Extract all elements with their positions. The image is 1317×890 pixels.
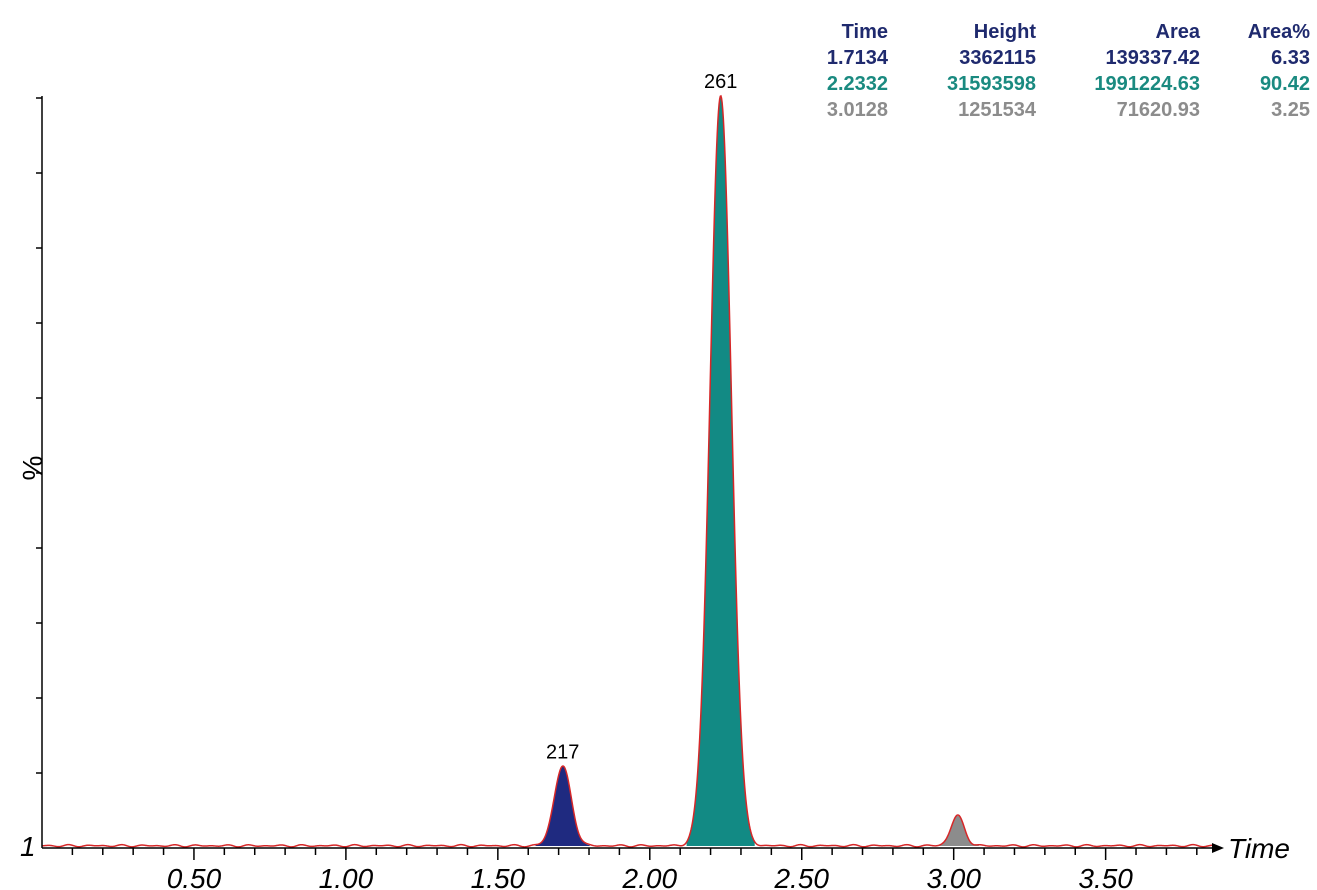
table-header: Area% [1248, 21, 1310, 43]
y-axis-title: % [17, 456, 48, 481]
x-tick-label: 2.00 [622, 863, 678, 890]
peak-labels: 217 261 [546, 71, 737, 764]
table-cell: 31593598 [947, 73, 1036, 95]
y-axis-min-label: 1 [20, 831, 36, 862]
x-tick-label: 0.50 [167, 863, 222, 890]
table-cell: 3.25 [1271, 99, 1310, 121]
table-cell: 3362115 [959, 47, 1036, 69]
y-axis-ticks [36, 97, 42, 774]
peaks-layer [535, 95, 979, 846]
table-cell: 71620.93 [1117, 99, 1200, 121]
peak-table: Time Height Area Area% 1.7134 3362115 139337.4… [827, 21, 1310, 121]
peak-area-3 [936, 815, 979, 846]
table-cell: 139337.42 [1105, 47, 1200, 69]
table-header: Area [1156, 21, 1201, 43]
axes-layer: 0.50 1.00 1.50 2.00 2.50 3.00 3.50 [36, 96, 1224, 890]
peak-261 [686, 95, 755, 846]
x-axis-arrow [1212, 843, 1224, 853]
peak-label-261: 261 [704, 71, 737, 93]
x-tick-label: 1.00 [319, 863, 374, 890]
x-tick-label: 3.00 [926, 863, 981, 890]
table-header: Time [842, 21, 888, 43]
x-tick-label: 1.50 [471, 863, 526, 890]
table-cell: 3.0128 [827, 99, 888, 121]
table-cell: 90.42 [1260, 73, 1310, 95]
x-tick-label: 2.50 [773, 863, 829, 890]
table-cell: 6.33 [1271, 47, 1310, 69]
x-tick-label: 3.50 [1078, 863, 1133, 890]
peak-217 [535, 766, 590, 846]
chromatogram-trace [41, 94, 1213, 848]
x-axis-ticks: 0.50 1.00 1.50 2.00 2.50 3.00 3.50 [71, 848, 1198, 890]
table-cell: 2.2332 [827, 73, 888, 95]
x-axis-title: Time [1228, 833, 1290, 864]
table-cell: 1991224.63 [1094, 73, 1200, 95]
table-cell: 1.7134 [827, 47, 889, 69]
table-cell: 1251534 [958, 99, 1037, 121]
table-header: Height [974, 21, 1037, 43]
peak-label-217: 217 [546, 742, 579, 764]
